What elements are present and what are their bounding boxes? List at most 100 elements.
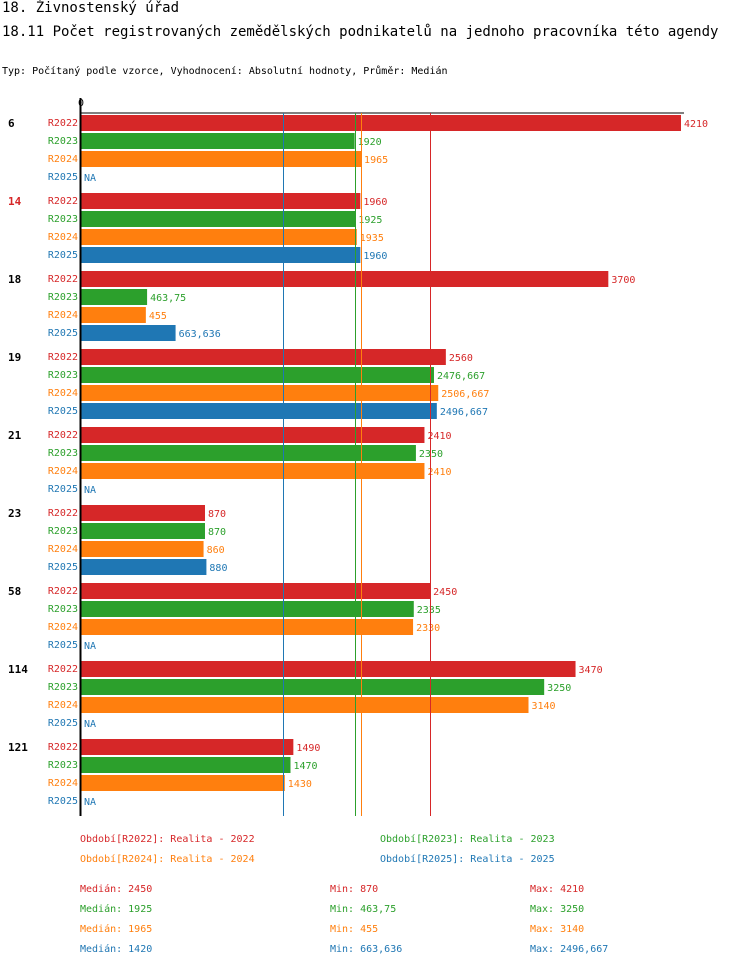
series-label: R2025 — [48, 406, 78, 417]
series-label: R2025 — [48, 250, 78, 261]
bar — [81, 133, 355, 149]
na-label: NA — [84, 173, 96, 184]
stat-max: Max: 3140 — [530, 924, 584, 935]
series-label: R2023 — [48, 760, 78, 771]
series-label: R2024 — [48, 700, 78, 711]
series-label: R2025 — [48, 640, 78, 651]
series-label: R2024 — [48, 310, 78, 321]
bar — [81, 523, 205, 539]
bar — [81, 271, 609, 287]
series-label: R2023 — [48, 136, 78, 147]
stat-min: Min: 663,636 — [330, 944, 402, 955]
stat-max: Max: 2496,667 — [530, 944, 608, 955]
bar-value-label: 2410 — [427, 467, 451, 478]
bar — [81, 349, 446, 365]
na-label: NA — [84, 641, 96, 652]
group-label: 23 — [8, 507, 21, 520]
bar — [81, 427, 425, 443]
na-label: NA — [84, 797, 96, 808]
stat-min: Min: 455 — [330, 924, 378, 935]
bar-value-label: 1965 — [364, 155, 388, 166]
bar — [81, 559, 207, 575]
series-label: R2025 — [48, 484, 78, 495]
bar — [81, 403, 437, 419]
series-label: R2024 — [48, 622, 78, 633]
bar-value-label: 860 — [207, 545, 225, 556]
bar-value-label: 2560 — [449, 353, 473, 364]
bar-value-label: 455 — [149, 311, 167, 322]
series-label: R2025 — [48, 718, 78, 729]
series-label: R2023 — [48, 214, 78, 225]
bar-value-label: 463,75 — [150, 293, 186, 304]
bar-value-label: 1430 — [288, 779, 312, 790]
group-label: 18 — [8, 273, 21, 286]
bar-value-label: 2335 — [417, 605, 441, 616]
na-label: NA — [84, 485, 96, 496]
bar-value-label: 2476,667 — [437, 371, 485, 382]
bar — [81, 115, 681, 131]
na-label: NA — [84, 719, 96, 730]
series-label: R2025 — [48, 328, 78, 339]
bar — [81, 679, 545, 695]
group-label: 21 — [8, 429, 22, 442]
series-label: R2024 — [48, 154, 78, 165]
series-label: R2022 — [48, 430, 78, 441]
bar — [81, 385, 439, 401]
bar-value-label: 2496,667 — [440, 407, 488, 418]
series-label: R2023 — [48, 682, 78, 693]
legend-entry: Období[R2022]: Realita - 2022 — [80, 833, 255, 845]
series-label: R2024 — [48, 544, 78, 555]
page-title: 18. Živnostenský úřad — [2, 0, 180, 16]
bar-value-label: 3700 — [611, 275, 635, 286]
stat-median: Medián: 1420 — [80, 943, 152, 955]
bar — [81, 211, 356, 227]
series-label: R2023 — [48, 448, 78, 459]
group-label: 6 — [8, 117, 15, 130]
bar-value-label: 1920 — [358, 137, 382, 148]
series-label: R2022 — [48, 586, 78, 597]
stat-median: Medián: 2450 — [80, 883, 152, 895]
bar-value-label: 1960 — [363, 197, 387, 208]
stat-min: Min: 870 — [330, 884, 378, 895]
series-label: R2024 — [48, 232, 78, 243]
bar-value-label: 870 — [208, 509, 226, 520]
stat-min: Min: 463,75 — [330, 904, 396, 915]
bar — [81, 739, 294, 755]
series-label: R2023 — [48, 604, 78, 615]
bar — [81, 757, 291, 773]
stat-median: Medián: 1925 — [80, 903, 152, 915]
bar — [81, 247, 361, 263]
bar — [81, 541, 204, 557]
bar — [81, 619, 414, 635]
series-label: R2022 — [48, 118, 78, 129]
bar — [81, 505, 205, 521]
series-label: R2025 — [48, 796, 78, 807]
series-label: R2022 — [48, 352, 78, 363]
bar-value-label: 880 — [209, 563, 227, 574]
bar — [81, 601, 414, 617]
series-label: R2022 — [48, 742, 78, 753]
bar — [81, 325, 176, 341]
bar — [81, 307, 146, 323]
bar-value-label: 1470 — [294, 761, 318, 772]
bar — [81, 151, 362, 167]
bar-value-label: 2506,667 — [441, 389, 489, 400]
chart-title: 18.11 Počet registrovaných zemědělských … — [2, 24, 719, 40]
series-label: R2022 — [48, 664, 78, 675]
legend-entry: Období[R2023]: Realita - 2023 — [380, 833, 555, 845]
group-label: 19 — [8, 351, 21, 364]
bar — [81, 583, 431, 599]
bar-value-label: 4210 — [684, 119, 708, 130]
series-label: R2025 — [48, 562, 78, 573]
bar-value-label: 3140 — [532, 701, 556, 712]
bar — [81, 775, 285, 791]
bar — [81, 661, 576, 677]
stat-max: Max: 3250 — [530, 904, 584, 915]
series-label: R2023 — [48, 526, 78, 537]
bar-value-label: 1960 — [363, 251, 387, 262]
bar-value-label: 3250 — [547, 683, 571, 694]
bar — [81, 229, 357, 245]
series-label: R2023 — [48, 292, 78, 303]
bar-value-label: 2410 — [427, 431, 451, 442]
